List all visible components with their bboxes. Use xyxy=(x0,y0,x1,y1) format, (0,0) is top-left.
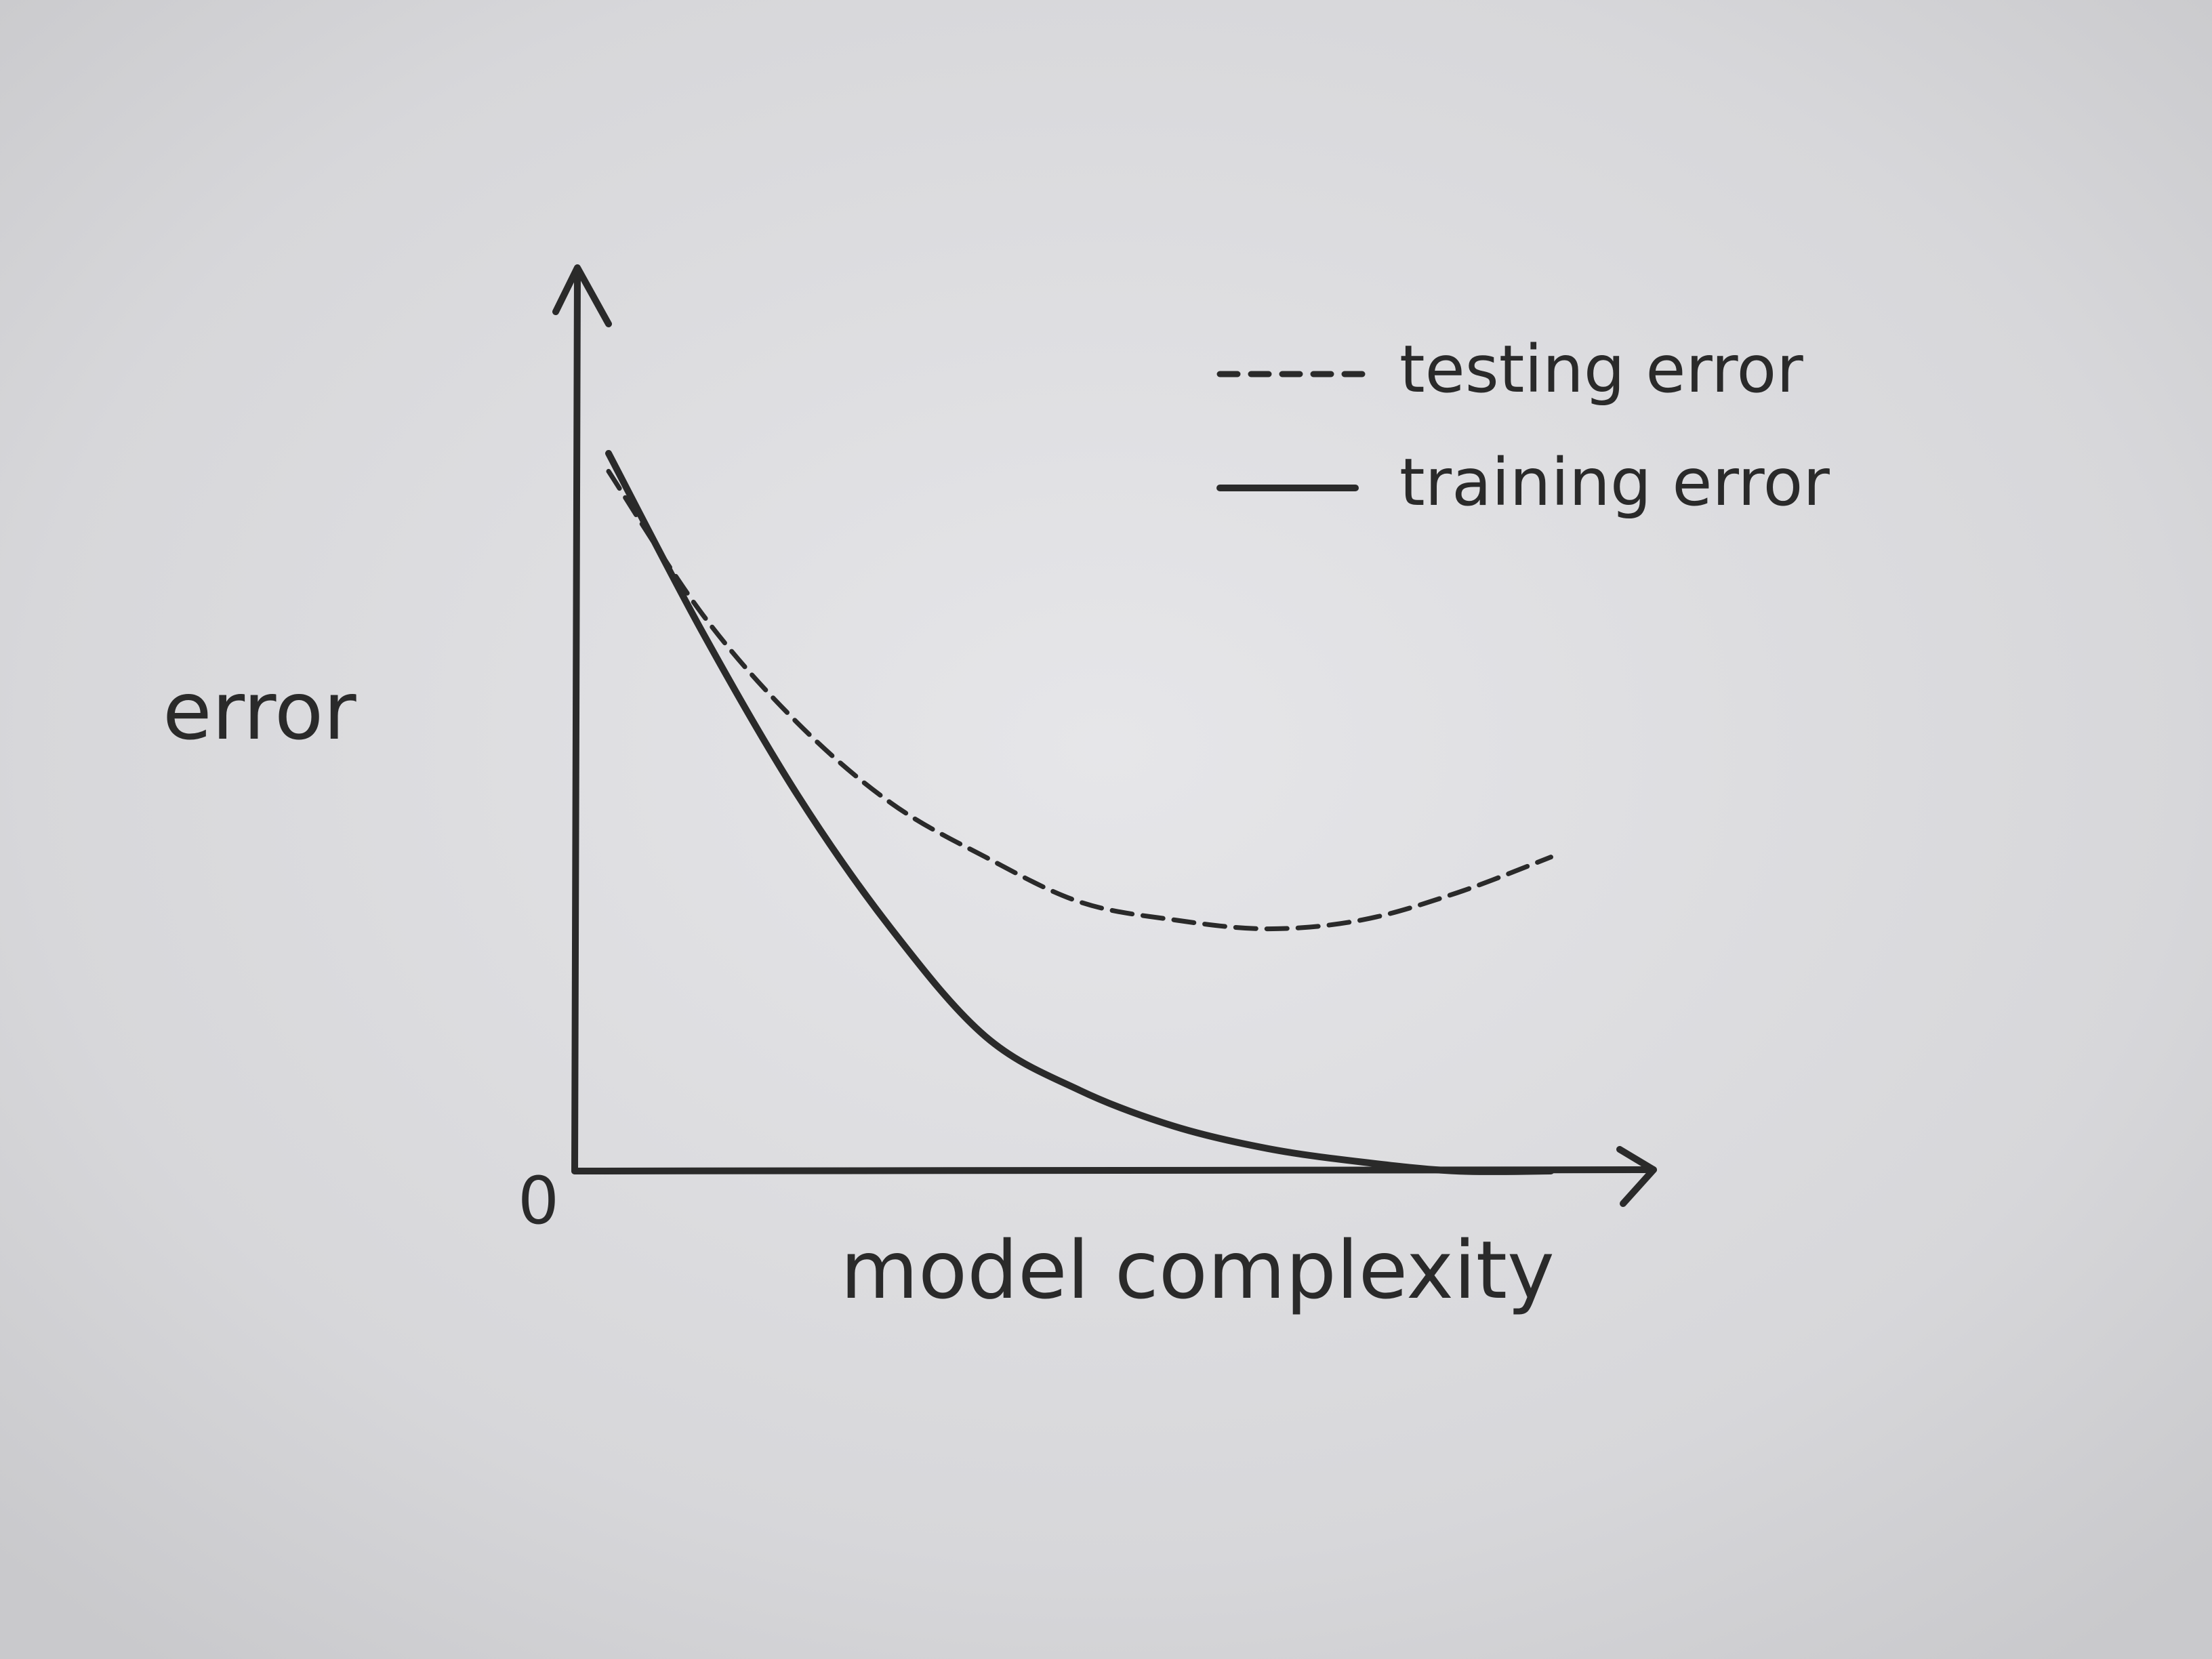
legend: testing error training error xyxy=(1216,331,1830,520)
origin-label: 0 xyxy=(518,1163,559,1239)
series-line-training-error xyxy=(605,449,1555,1175)
series-line-testing-error xyxy=(606,468,1553,932)
x-axis-arrowhead xyxy=(1616,1146,1657,1207)
legend-testing-label: testing error xyxy=(1399,331,1803,407)
y-axis-line xyxy=(571,268,581,1174)
y-axis-label: error xyxy=(163,664,356,758)
x-axis-label: model complexity xyxy=(840,1223,1555,1317)
y-axis-arrowhead xyxy=(552,264,612,327)
legend-training-label: training error xyxy=(1399,445,1830,520)
series-layer xyxy=(605,449,1555,1175)
